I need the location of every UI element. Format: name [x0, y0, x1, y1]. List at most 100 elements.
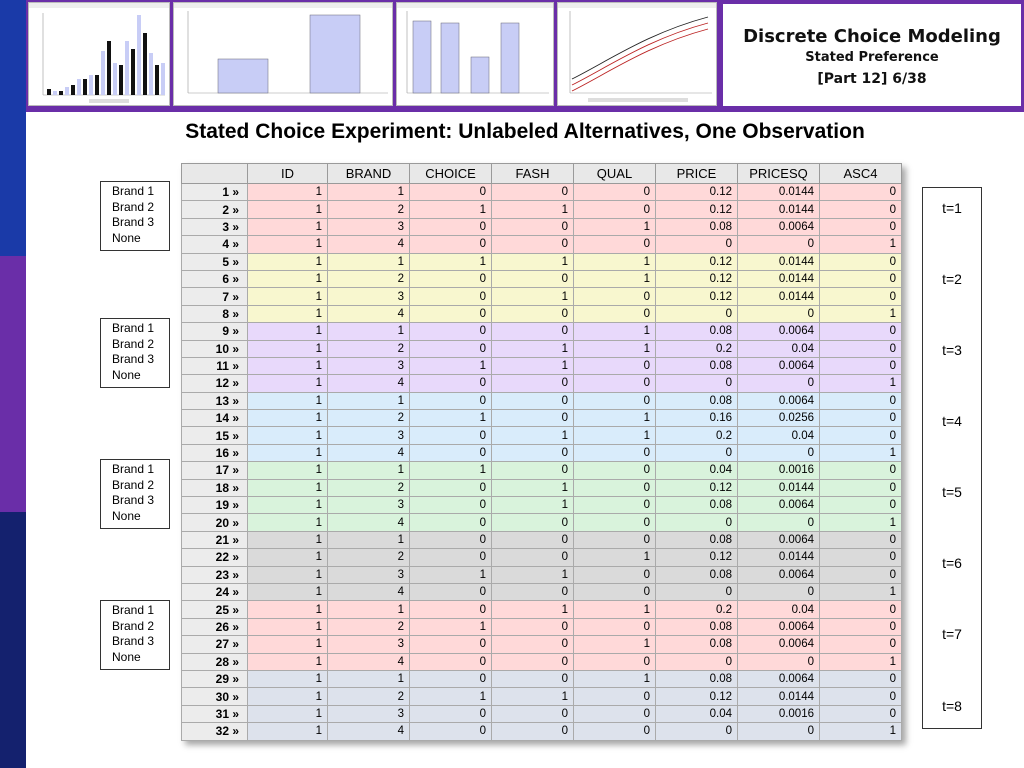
table-cell: 0: [655, 374, 738, 393]
table-cell: 4: [327, 652, 410, 671]
table-cell: 0: [409, 374, 492, 393]
table-cell: 1: [247, 704, 328, 724]
table-row: 20 » 1 4 0 0 0 0 0 1: [181, 513, 902, 532]
table-cell: 0.0144: [737, 687, 820, 706]
legend-item: Brand 3: [112, 634, 155, 648]
header-bar: Discrete Choice Modeling Stated Preferen…: [26, 0, 1024, 112]
table-cell: 0: [409, 443, 492, 463]
row-header: 15 »: [181, 426, 248, 445]
legend-item: Brand 3: [112, 352, 155, 366]
table-cell: 0.0144: [737, 252, 820, 271]
table-cell: 0.04: [737, 426, 820, 445]
table-row: 6 » 1 2 0 0 1 0.12 0.0144 0: [181, 269, 902, 289]
table-cell: 0: [409, 530, 492, 550]
row-header: 5 »: [181, 252, 248, 271]
table-cell: 0.08: [655, 530, 738, 550]
table-header-row: ID BRAND CHOICE FASH QUAL PRICE PRICESQ ASC4: [181, 163, 902, 184]
table-cell: 0: [819, 217, 902, 237]
table-cell: 3: [327, 426, 410, 445]
table-cell: 1: [327, 322, 410, 341]
row-header: 24 »: [181, 582, 248, 602]
table-cell: 0.0144: [737, 548, 820, 567]
table-cell: 0: [573, 617, 656, 637]
table-cell: 0: [409, 652, 492, 671]
table-cell: 0: [819, 426, 902, 445]
table-cell: 0: [573, 461, 656, 480]
table-cell: 0.12: [655, 687, 738, 706]
table-row: 4 » 1 4 0 0 0 0 0 1: [181, 235, 902, 254]
table-cell: 0: [655, 304, 738, 324]
row-header: 23 »: [181, 565, 248, 584]
table-cell: 2: [327, 478, 410, 498]
table-cell: 1: [247, 269, 328, 289]
table-cell: 0: [819, 356, 902, 376]
table-cell: 1: [409, 356, 492, 376]
table-cell: 0: [573, 374, 656, 393]
table-cell: 1: [247, 356, 328, 376]
table-cell: 1: [409, 617, 492, 637]
table-cell: 3: [327, 217, 410, 237]
table-cell: 1: [247, 530, 328, 550]
thumbnail-bar-chart-two: [173, 2, 393, 106]
table-cell: 1: [409, 687, 492, 706]
table-cell: 0: [409, 722, 492, 741]
table-cell: 0: [573, 391, 656, 411]
table-row: 1 » 1 1 0 0 0 0.12 0.0144 0: [181, 182, 902, 202]
table-cell: 1: [247, 426, 328, 445]
table-cell: 0: [819, 704, 902, 724]
table-cell: 0: [573, 722, 656, 741]
legend-item: None: [112, 649, 141, 664]
table-cell: 1: [491, 600, 574, 619]
table-cell: 0: [573, 513, 656, 532]
table-cell: 0.2: [655, 339, 738, 358]
table-cell: 0.04: [655, 461, 738, 480]
table-cell: 0.0064: [737, 356, 820, 376]
column-header: PRICESQ: [737, 163, 820, 184]
table-cell: 0: [491, 635, 574, 654]
table-cell: 1: [247, 461, 328, 480]
row-header: 9 »: [181, 322, 248, 341]
table-cell: 0.12: [655, 478, 738, 498]
table-cell: 0: [573, 530, 656, 550]
table-cell: 1: [573, 548, 656, 567]
legend-item: Brand 2: [112, 618, 155, 633]
row-header: 22 »: [181, 548, 248, 567]
data-table: ID BRAND CHOICE FASH QUAL PRICE PRICESQ ASC4 1 …: [181, 163, 902, 741]
table-cell: 1: [573, 269, 656, 289]
table-cell: 0: [819, 269, 902, 289]
table-corner-cell: [181, 163, 248, 184]
row-header: 8 »: [181, 304, 248, 324]
table-cell: 1: [491, 339, 574, 358]
table-cell: 1: [819, 722, 902, 741]
legend-item: None: [112, 367, 141, 382]
table-cell: 0: [573, 182, 656, 202]
legend-item: Brand 2: [112, 199, 155, 214]
table-cell: 4: [327, 513, 410, 532]
table-cell: 1: [247, 304, 328, 324]
legend-item: None: [112, 508, 141, 523]
table-cell: 1: [409, 200, 492, 219]
table-cell: 1: [247, 235, 328, 254]
table-cell: 0.0064: [737, 530, 820, 550]
table-cell: 0: [409, 217, 492, 237]
row-header: 20 »: [181, 513, 248, 532]
table-cell: 3: [327, 496, 410, 515]
table-cell: 0: [491, 391, 574, 411]
table-row: 10 » 1 2 0 1 1 0.2 0.04 0: [181, 339, 902, 358]
table-cell: 0.12: [655, 269, 738, 289]
table-cell: 0.0064: [737, 322, 820, 341]
table-cell: 0: [491, 374, 574, 393]
row-header: 12 »: [181, 374, 248, 393]
row-header: 17 »: [181, 461, 248, 480]
table-cell: 0: [409, 478, 492, 498]
table-cell: 2: [327, 548, 410, 567]
column-header: PRICE: [655, 163, 738, 184]
row-header: 31 »: [181, 704, 248, 724]
table-cell: 0: [491, 704, 574, 724]
table-cell: 0.12: [655, 182, 738, 202]
row-header: 14 »: [181, 409, 248, 428]
table-row: 18 » 1 2 0 1 0 0.12 0.0144 0: [181, 478, 902, 498]
table-cell: 0.0064: [737, 669, 820, 689]
table-cell: 0.12: [655, 287, 738, 306]
table-cell: 1: [573, 339, 656, 358]
